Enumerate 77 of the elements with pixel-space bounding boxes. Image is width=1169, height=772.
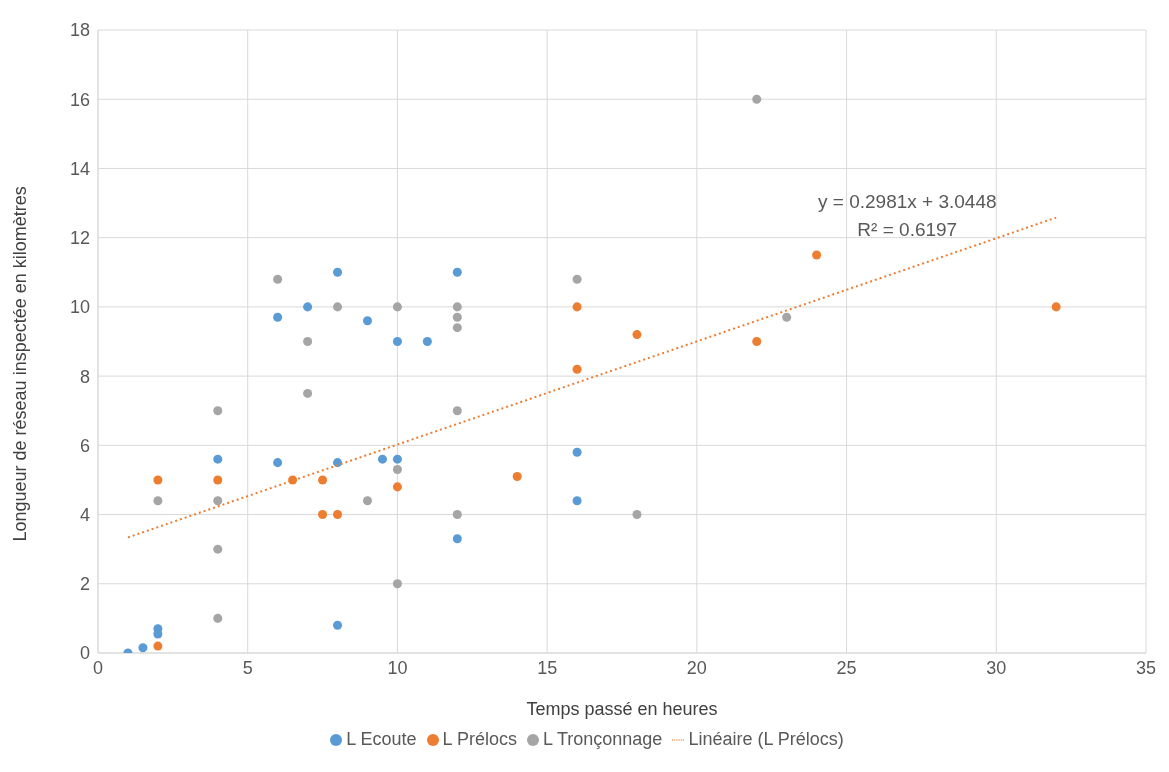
point <box>213 496 223 506</box>
point <box>392 465 402 475</box>
x-tick-label: 35 <box>1135 657 1157 678</box>
point <box>632 330 642 340</box>
point <box>452 510 462 520</box>
x-tick-label: 30 <box>986 657 1007 678</box>
y-tick-label: 4 <box>79 504 90 525</box>
x-axis-title: Temps passé en heures <box>526 699 718 719</box>
x-tick-label: 25 <box>836 657 857 678</box>
y-tick-label: 10 <box>69 297 90 318</box>
point <box>333 510 343 520</box>
point <box>303 336 313 347</box>
point <box>153 496 163 506</box>
point <box>1051 302 1061 312</box>
point <box>392 579 402 589</box>
equation-note: y = 0.2981x + 3.0448 R² = 0.6197 <box>818 190 997 242</box>
x-tick-label: 5 <box>242 657 253 678</box>
point <box>153 641 163 651</box>
point <box>362 316 372 326</box>
point <box>452 302 462 312</box>
point <box>452 267 462 277</box>
point <box>213 475 223 485</box>
point <box>333 267 343 277</box>
point <box>333 302 343 312</box>
point <box>452 312 462 322</box>
point <box>333 620 343 630</box>
point <box>377 454 387 464</box>
legend-label: Linéaire (L Prélocs) <box>688 729 844 749</box>
point <box>572 496 582 506</box>
x-tick-label: 10 <box>387 657 408 678</box>
point <box>812 250 822 260</box>
x-tick-label: 0 <box>92 657 104 678</box>
point <box>273 312 283 322</box>
y-tick-label: 14 <box>69 158 90 179</box>
legend-label: L Tronçonnage <box>542 729 663 749</box>
point <box>632 510 642 520</box>
point <box>213 406 223 416</box>
point <box>303 302 313 312</box>
y-tick-label: 0 <box>79 643 90 664</box>
point <box>138 643 148 653</box>
point <box>273 458 283 468</box>
y-tick-label: 12 <box>69 228 90 249</box>
point <box>392 454 402 464</box>
point <box>782 312 792 322</box>
y-tick-label: 2 <box>79 574 90 595</box>
x-tick-label: 20 <box>686 657 707 678</box>
point <box>392 302 402 312</box>
point <box>512 471 522 481</box>
legend-label: L Ecoute <box>346 729 417 749</box>
y-tick-label: 16 <box>69 89 90 110</box>
point <box>318 475 328 485</box>
point <box>452 406 462 416</box>
point <box>213 544 223 554</box>
point <box>572 302 582 312</box>
point <box>362 496 372 506</box>
y-axis-title: Longueur de réseau inspectée en kilomètres <box>10 186 31 542</box>
point <box>422 336 432 347</box>
point <box>318 510 328 520</box>
point <box>153 475 163 485</box>
y-tick-label: 8 <box>79 366 90 387</box>
point <box>452 534 462 544</box>
x-tick-label: 15 <box>537 657 558 678</box>
point <box>303 388 313 398</box>
point <box>213 613 223 623</box>
point <box>273 274 283 284</box>
point <box>572 364 582 374</box>
legend-label: L Prélocs <box>442 729 517 749</box>
point <box>452 323 462 333</box>
point <box>752 336 762 347</box>
point <box>752 94 762 104</box>
point <box>572 274 582 284</box>
point <box>392 336 402 347</box>
point <box>572 447 582 457</box>
y-tick-label: 18 <box>69 20 90 41</box>
y-tick-label: 6 <box>79 435 90 456</box>
point <box>392 482 402 492</box>
point <box>213 454 223 464</box>
